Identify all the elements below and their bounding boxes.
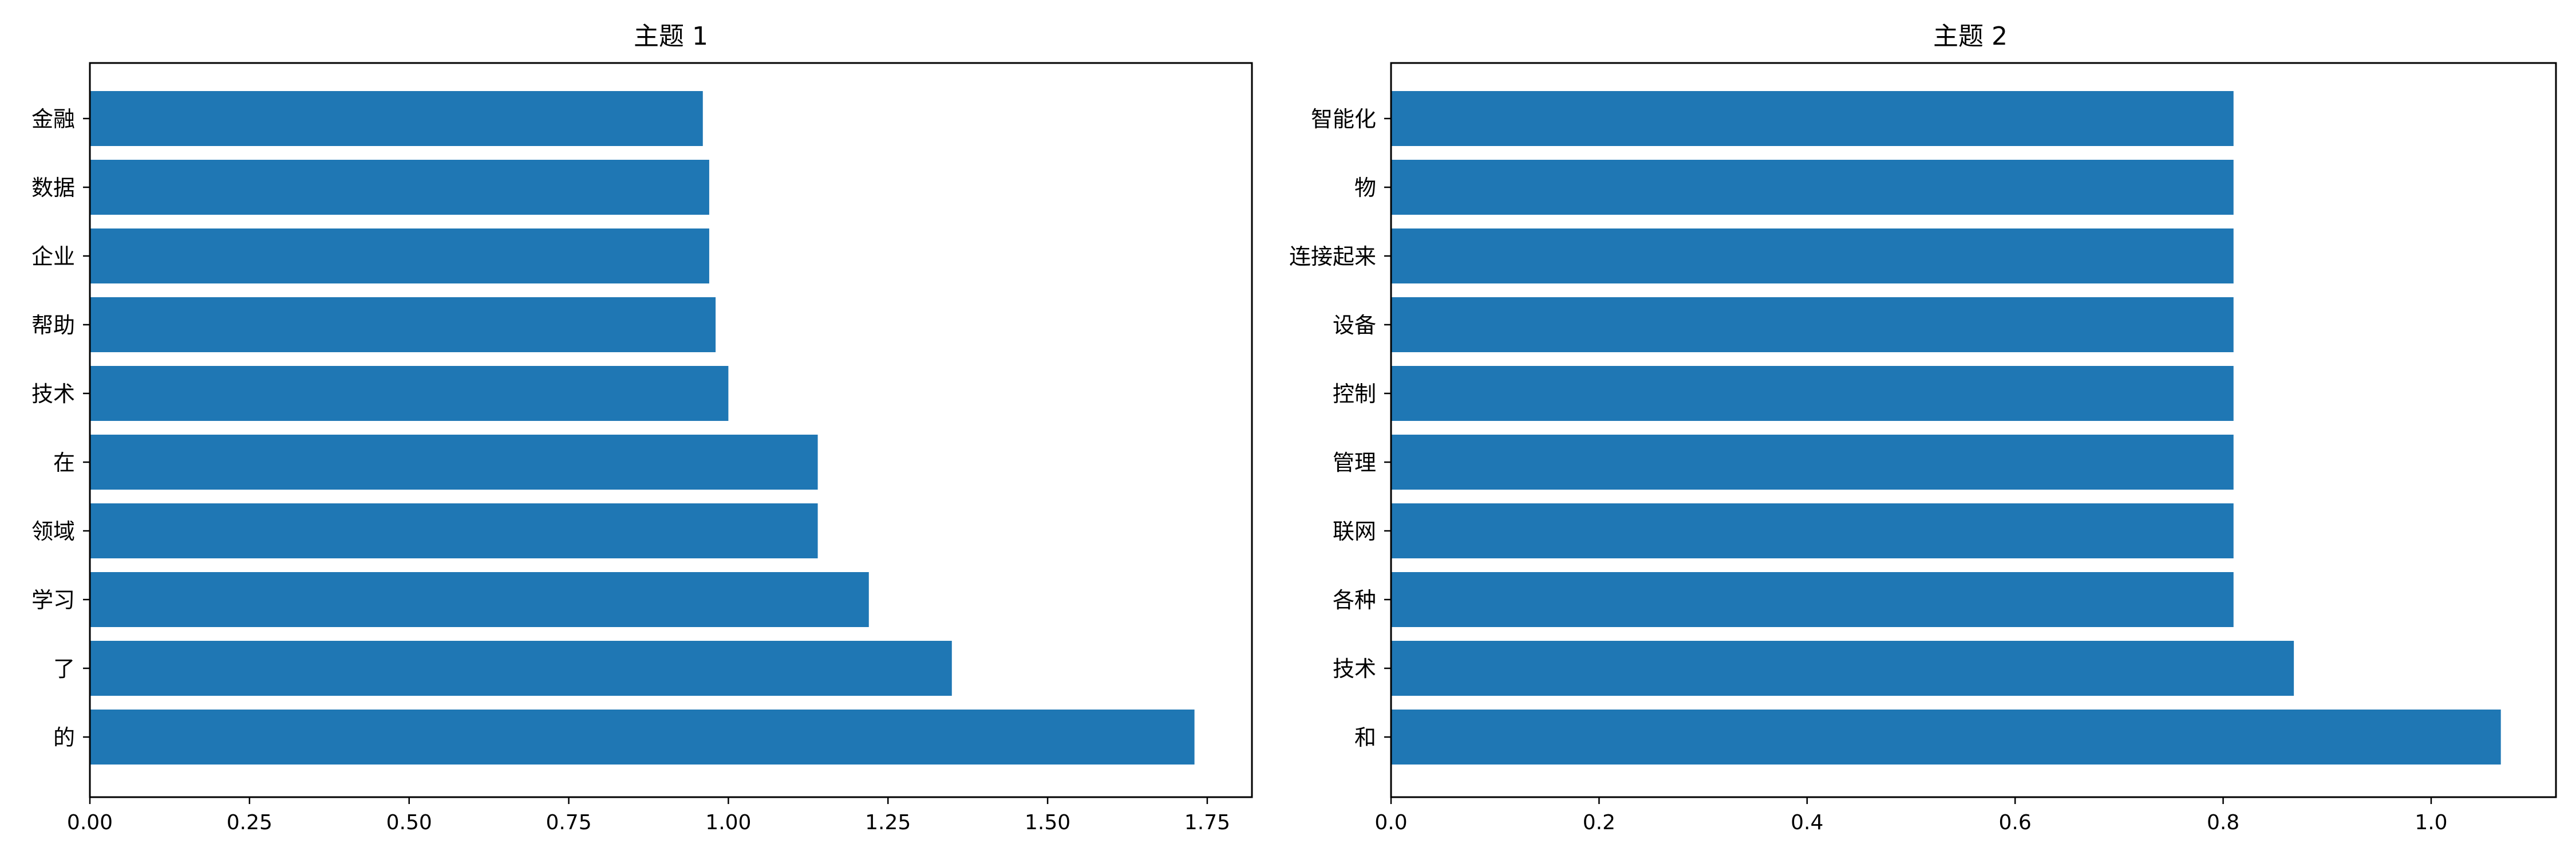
x-tick-label: 0.75 (546, 811, 591, 834)
bar (1391, 228, 2234, 283)
x-tick-label: 0.25 (227, 811, 272, 834)
y-tick-label: 数据 (31, 175, 75, 200)
y-tick-label: 管理 (1333, 450, 1376, 475)
y-tick-label: 设备 (1333, 313, 1376, 338)
x-tick-label: 1.0 (2415, 811, 2447, 834)
chart-panel-1: 主题 1 的 了 学习 领域 在 技术 帮助 企业 数据 金融 0.00 0.25 0.50 0.75 1.… (31, 22, 1253, 834)
bar (90, 435, 818, 490)
x-tick-label: 0.8 (2207, 811, 2239, 834)
bar (1391, 641, 2294, 696)
chart-title: 主题 2 (1933, 22, 2008, 51)
x-tick-label: 1.25 (865, 811, 911, 834)
bar (90, 503, 818, 558)
bar (1391, 160, 2234, 215)
y-tick-label: 帮助 (31, 313, 75, 338)
bar (90, 710, 1195, 765)
y-tick-label: 的 (53, 725, 75, 750)
y-tick-label: 学习 (31, 588, 75, 613)
x-tick-label: 0.6 (1999, 811, 2032, 834)
chart-title: 主题 1 (634, 22, 708, 51)
bar (1391, 503, 2234, 558)
y-tick-label: 和 (1354, 725, 1376, 750)
bar (90, 572, 869, 627)
chart-panel-2: 主题 2 和 技术 各种 联网 管理 控制 设备 连接起来 物 智能化 0.0 0.2 0.4 0.6 0.… (1289, 22, 2557, 834)
y-tick-label: 领域 (31, 519, 75, 544)
bar (1391, 710, 2501, 765)
bar (90, 366, 729, 421)
y-tick-label: 各种 (1333, 588, 1376, 613)
x-tick-label: 0.0 (1374, 811, 1407, 834)
bar (90, 641, 952, 696)
y-tick-label: 企业 (31, 244, 75, 269)
y-tick-label: 在 (53, 450, 75, 475)
x-tick-label: 0.2 (1583, 811, 1615, 834)
bar (1391, 91, 2234, 146)
y-tick-label: 联网 (1333, 519, 1376, 544)
bar (1391, 435, 2234, 490)
bar (90, 91, 703, 146)
y-tick-label: 智能化 (1311, 107, 1376, 132)
y-tick-label: 金融 (31, 107, 75, 132)
y-tick-label: 技术 (1333, 656, 1376, 681)
bar (1391, 366, 2234, 421)
x-tick-label: 1.00 (705, 811, 751, 834)
y-tick-label: 了 (53, 656, 75, 681)
x-tick-label: 1.75 (1184, 811, 1230, 834)
y-tick-label: 物 (1354, 175, 1376, 200)
x-tick-label: 1.50 (1025, 811, 1070, 834)
x-tick-label: 0.00 (67, 811, 113, 834)
axes-frame (89, 62, 1253, 798)
x-tick-label: 0.50 (386, 811, 432, 834)
bar (90, 160, 709, 215)
y-tick-label: 技术 (31, 381, 75, 407)
bar (90, 228, 709, 283)
y-tick-label: 连接起来 (1289, 244, 1376, 269)
axes-frame (1390, 62, 2557, 798)
bar (1391, 297, 2234, 352)
y-tick-label: 控制 (1333, 381, 1376, 407)
x-tick-label: 0.4 (1791, 811, 1823, 834)
bar (90, 297, 716, 352)
bar (1391, 572, 2234, 627)
